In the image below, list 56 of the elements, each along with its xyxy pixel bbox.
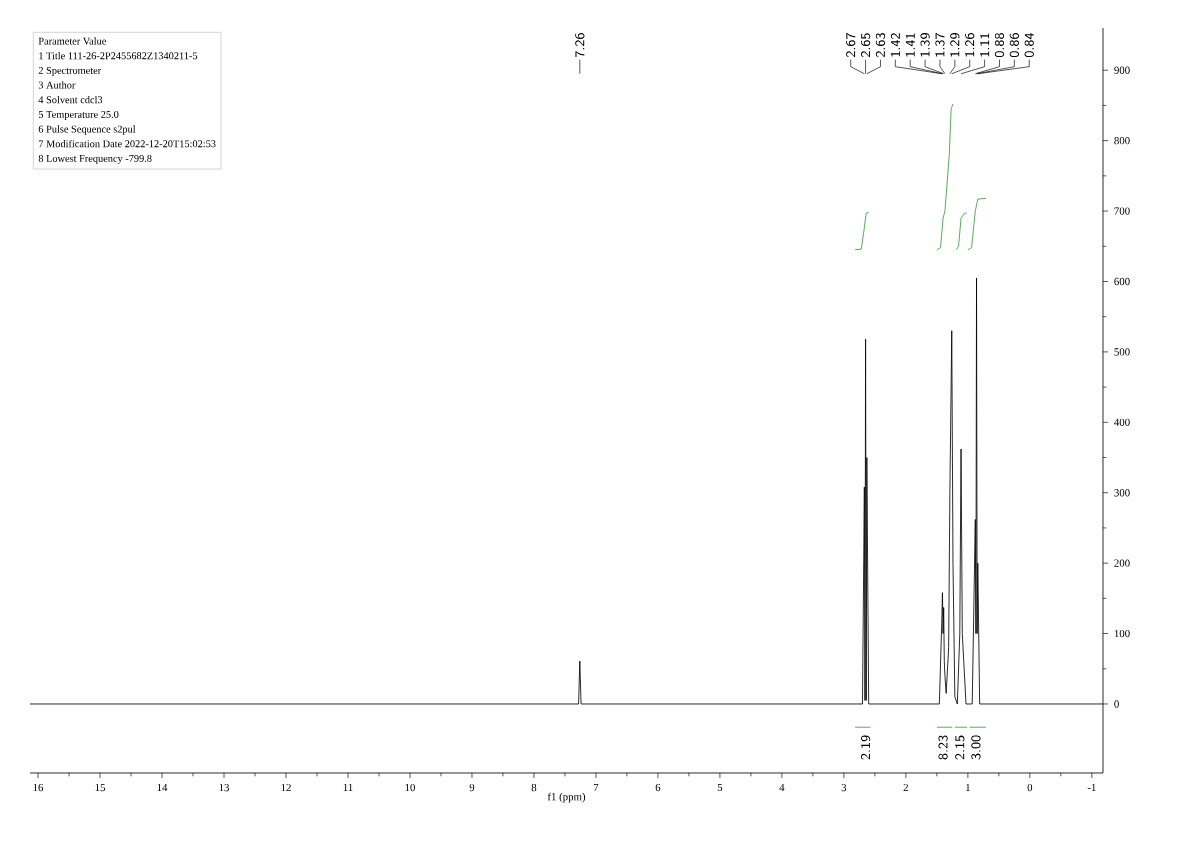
x-tick-label: 16 [33, 783, 44, 792]
annotation: 8 Lowest Frequency -799.8 [38, 154, 152, 165]
annotation: 1.26 [965, 33, 975, 57]
x-tick-label: 9 [469, 783, 475, 792]
annotation: 2.63 [875, 33, 886, 58]
x-axis-title: f1 (ppm) [547, 792, 586, 803]
y-tick-label: 500 [1114, 348, 1130, 356]
x-tick-label: 7 [593, 783, 599, 791]
y-tick-label: 0 [1114, 700, 1119, 708]
annotation: Parameter Value [38, 37, 106, 45]
x-tick-label: 3 [841, 783, 847, 792]
x-tick-label: 15 [95, 783, 106, 792]
annotation: 7.26 [575, 33, 585, 58]
x-tick-label: 5 [717, 783, 723, 792]
annotation: 0.86 [1009, 33, 1020, 58]
annotation: 2 Spectrometer [38, 66, 102, 77]
x-tick-label: 12 [281, 783, 291, 792]
annotation: 8.23 [938, 735, 948, 760]
x-tick-label: 13 [219, 783, 230, 792]
y-tick-label: 300 [1114, 489, 1130, 497]
x-tick-label: 14 [157, 783, 168, 792]
annotation: 1.29 [950, 33, 960, 57]
annotation: 4 Solvent cdcl3 [38, 95, 103, 104]
annotation: 0.84 [1024, 32, 1034, 58]
y-tick-label: 400 [1114, 418, 1130, 426]
annotation: 5 Temperature 25.0 [38, 110, 119, 121]
annotation: 3 Author [38, 81, 76, 89]
annotation: 1.11 [980, 33, 990, 57]
x-tick-label: 8 [531, 783, 537, 792]
x-tick-label: 2 [903, 783, 908, 792]
annotation: 1.41 [905, 33, 915, 57]
annotation: 6 Pulse Sequence s2pul [38, 125, 136, 135]
y-tick-label: 800 [1114, 137, 1130, 145]
annotation: 1.39 [920, 33, 930, 57]
y-tick-label: 600 [1114, 277, 1130, 286]
y-tick-label: 900 [1114, 66, 1130, 74]
annotation: 1.37 [935, 33, 945, 57]
x-tick-label: 1 [966, 783, 970, 792]
annotation: 2.19 [860, 735, 871, 760]
y-tick-label: 100 [1114, 629, 1130, 638]
annotation: 2.67 [846, 33, 856, 58]
x-tick-label: 4 [779, 783, 785, 791]
x-tick-label: -1 [1087, 783, 1096, 792]
y-tick-label: 200 [1114, 559, 1130, 567]
x-tick-label: 0 [1027, 783, 1033, 792]
annotation: 0.88 [994, 33, 1005, 58]
annotation: 7 Modification Date 2022-12-20T15:02:53 [39, 139, 216, 148]
y-tick-label: 700 [1114, 207, 1130, 215]
x-tick-label: 11 [343, 783, 353, 792]
annotation: 2.15 [955, 735, 965, 760]
annotation: 1.42 [890, 33, 900, 57]
x-tick-label: 6 [655, 783, 661, 792]
annotation: 2.65 [860, 33, 871, 58]
annotation: 3.00 [971, 735, 981, 760]
x-tick-label: 10 [405, 783, 415, 792]
annotation: 1 Title 111-26-2P2455682Z1340211-5 [39, 51, 198, 60]
